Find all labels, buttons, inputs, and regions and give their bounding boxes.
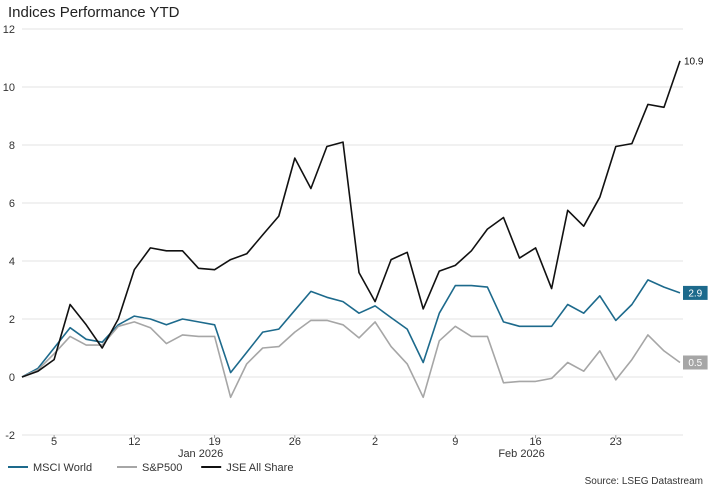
series-line-1 <box>21 319 681 399</box>
x-tick-label: 5 <box>51 436 57 448</box>
series-layer <box>21 60 681 399</box>
y-tick-label: -2 <box>5 430 15 442</box>
legend: MSCI World S&P500 JSE All Share <box>8 462 293 474</box>
end-label-box <box>683 355 708 370</box>
x-tick-label: 2 <box>372 436 378 448</box>
grid-layer <box>22 28 683 436</box>
x-tick-label: 19 <box>208 436 220 448</box>
x-tick-label: 9 <box>452 436 458 448</box>
y-tick-label: 12 <box>3 24 15 36</box>
legend-label: MSCI World <box>33 462 92 474</box>
chart-title: Indices Performance YTD <box>8 4 180 21</box>
x-tick-label: 16 <box>529 436 541 448</box>
legend-label: JSE All Share <box>226 462 293 474</box>
x-month-label: Feb 2026 <box>498 448 544 460</box>
y-tick-label: 8 <box>9 140 15 152</box>
x-tick-label: 23 <box>610 436 622 448</box>
x-month-label: Jan 2026 <box>178 448 223 460</box>
end-label-layer: 2.9 0.5 10.9 <box>683 56 708 370</box>
series-line-2 <box>21 60 681 378</box>
end-label: 10.9 <box>684 56 704 67</box>
y-tick-label: 2 <box>9 314 15 326</box>
y-tick-label: 0 <box>9 372 15 384</box>
legend-label: S&P500 <box>142 462 182 474</box>
y-tick-label: 6 <box>9 198 15 210</box>
axis-layer: -2 0 2 4 6 8 10 12 5 12 19 26 2 9 16 23 Jan 2026 Feb 2026 <box>3 24 622 460</box>
end-label: 0.5 <box>688 358 702 369</box>
end-label-box <box>683 285 708 300</box>
source-note: Source: LSEG Datastream <box>585 476 703 487</box>
end-label: 2.9 <box>688 288 702 299</box>
y-tick-label: 4 <box>9 256 15 268</box>
series-line-0 <box>21 279 681 378</box>
x-tick-label: 26 <box>289 436 301 448</box>
y-tick-label: 10 <box>3 82 15 94</box>
x-tick-label: 12 <box>128 436 140 448</box>
